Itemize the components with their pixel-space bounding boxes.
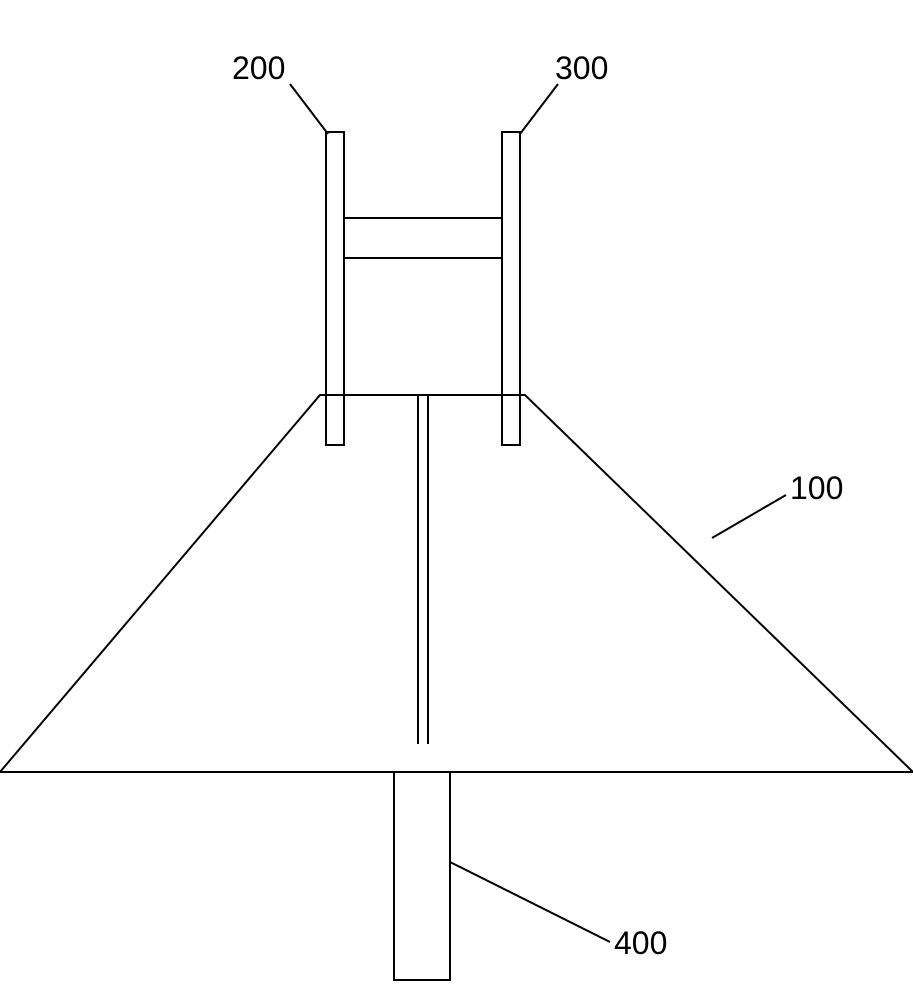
right-bar bbox=[502, 132, 520, 445]
label-200: 200 bbox=[232, 50, 285, 87]
bottom-post bbox=[394, 772, 450, 980]
leader-300 bbox=[520, 84, 558, 134]
label-100: 100 bbox=[790, 470, 843, 507]
label-400: 400 bbox=[614, 925, 667, 962]
technical-diagram bbox=[0, 0, 913, 1000]
left-bar bbox=[326, 132, 344, 445]
cone-body bbox=[0, 395, 913, 772]
leader-400 bbox=[450, 862, 610, 942]
label-300: 300 bbox=[555, 50, 608, 87]
leader-100 bbox=[712, 495, 786, 538]
leader-200 bbox=[290, 84, 328, 134]
